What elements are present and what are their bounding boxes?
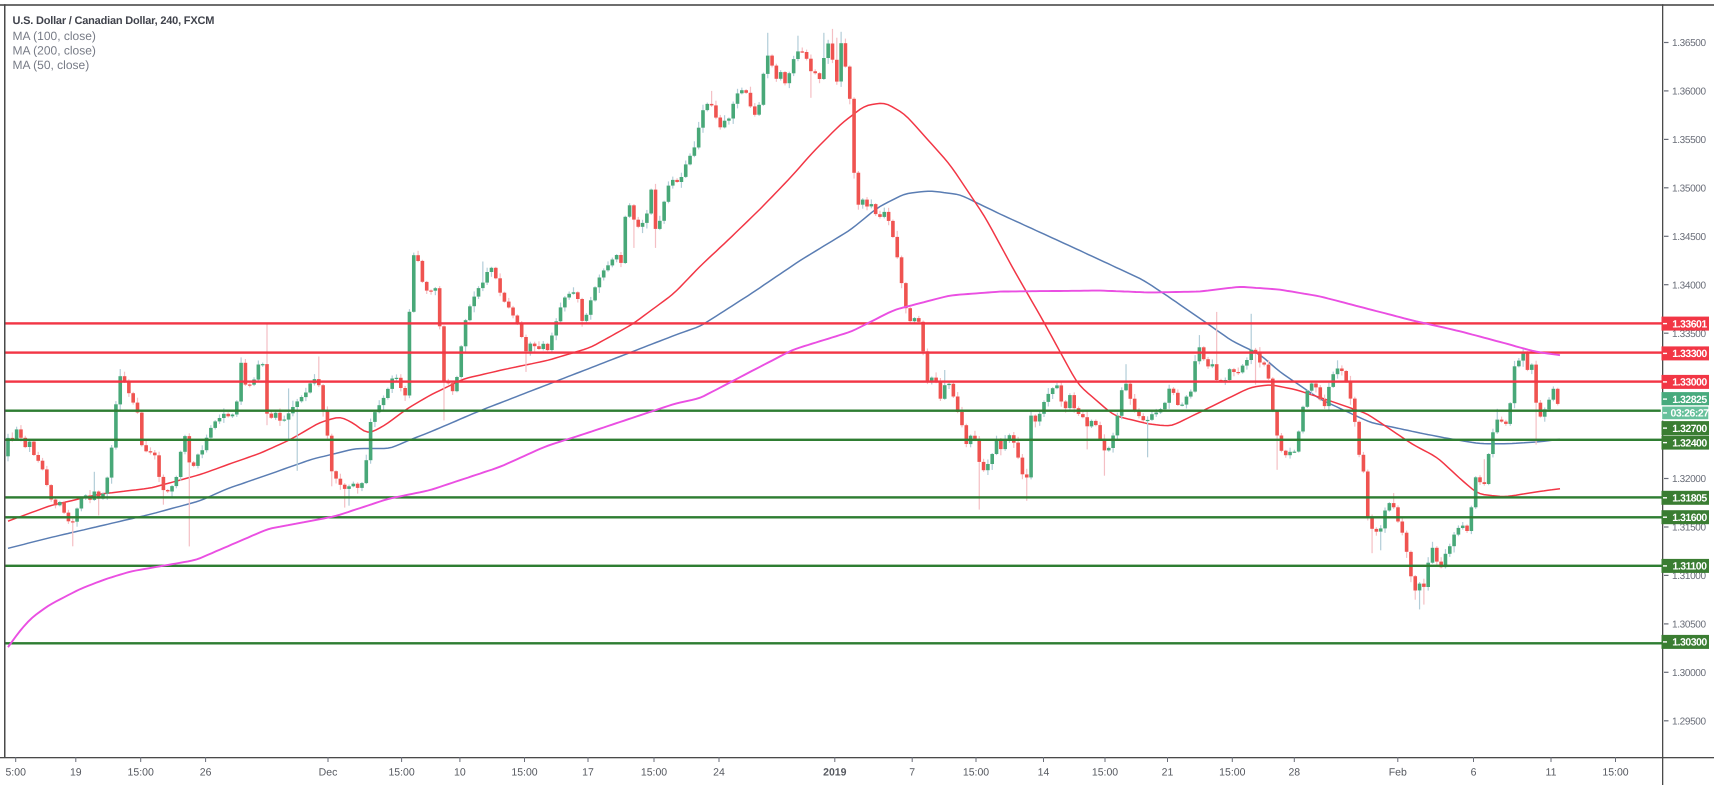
svg-text:U.S. Dollar / Canadian Dollar,: U.S. Dollar / Canadian Dollar, 240, FXCM — [13, 15, 215, 27]
svg-text:1.33000: 1.33000 — [1672, 377, 1707, 389]
svg-text:11: 11 — [1546, 767, 1557, 779]
svg-text:14: 14 — [1038, 767, 1050, 779]
svg-text:1.33601: 1.33601 — [1672, 318, 1707, 330]
svg-text:1.32000: 1.32000 — [1672, 474, 1706, 485]
svg-text:17: 17 — [582, 767, 594, 779]
svg-text:MA (50, close): MA (50, close) — [13, 58, 90, 72]
svg-text:1.36000: 1.36000 — [1672, 87, 1706, 98]
svg-text:1.35000: 1.35000 — [1672, 183, 1706, 194]
svg-text:1.30000: 1.30000 — [1672, 668, 1706, 679]
svg-text:1.33500: 1.33500 — [1672, 329, 1706, 340]
svg-text:28: 28 — [1288, 767, 1300, 779]
svg-text:1.32825: 1.32825 — [1672, 394, 1707, 406]
svg-text:1.33300: 1.33300 — [1672, 348, 1707, 360]
svg-text:1.36500: 1.36500 — [1672, 38, 1706, 49]
svg-text:15:00: 15:00 — [963, 767, 989, 779]
svg-text:03:26:27: 03:26:27 — [1670, 408, 1709, 420]
svg-text:1.32700: 1.32700 — [1672, 423, 1707, 435]
svg-text:5:00: 5:00 — [5, 767, 26, 779]
svg-text:10: 10 — [454, 767, 466, 779]
svg-text:1.35500: 1.35500 — [1672, 135, 1706, 146]
svg-text:1.31805: 1.31805 — [1672, 493, 1707, 505]
svg-text:15:00: 15:00 — [128, 767, 154, 779]
svg-text:1.34500: 1.34500 — [1672, 232, 1706, 243]
svg-text:15:00: 15:00 — [641, 767, 667, 779]
svg-text:1.32400: 1.32400 — [1672, 437, 1707, 449]
svg-text:1.31600: 1.31600 — [1672, 512, 1707, 524]
svg-text:1.31000: 1.31000 — [1672, 571, 1706, 582]
svg-text:19: 19 — [70, 767, 82, 779]
svg-text:Feb: Feb — [1389, 767, 1407, 779]
svg-text:15:00: 15:00 — [388, 767, 414, 779]
svg-text:1.30300: 1.30300 — [1672, 637, 1707, 649]
svg-text:7: 7 — [909, 767, 915, 779]
svg-text:1.31100: 1.31100 — [1673, 561, 1708, 573]
svg-text:15:00: 15:00 — [1602, 767, 1628, 779]
svg-text:Dec: Dec — [319, 767, 338, 779]
svg-text:2019: 2019 — [823, 767, 847, 779]
svg-text:1.31500: 1.31500 — [1672, 523, 1706, 534]
svg-text:15:00: 15:00 — [1219, 767, 1245, 779]
svg-text:6: 6 — [1471, 767, 1477, 779]
svg-text:MA (200, close): MA (200, close) — [13, 44, 96, 58]
svg-text:26: 26 — [200, 767, 212, 779]
svg-text:15:00: 15:00 — [511, 767, 537, 779]
svg-text:1.29500: 1.29500 — [1672, 716, 1706, 727]
svg-text:21: 21 — [1162, 767, 1174, 779]
svg-text:MA (100, close): MA (100, close) — [13, 29, 96, 43]
svg-text:1.34000: 1.34000 — [1672, 280, 1706, 291]
svg-text:1.30500: 1.30500 — [1672, 620, 1706, 631]
svg-text:24: 24 — [713, 767, 725, 779]
svg-text:15:00: 15:00 — [1092, 767, 1118, 779]
